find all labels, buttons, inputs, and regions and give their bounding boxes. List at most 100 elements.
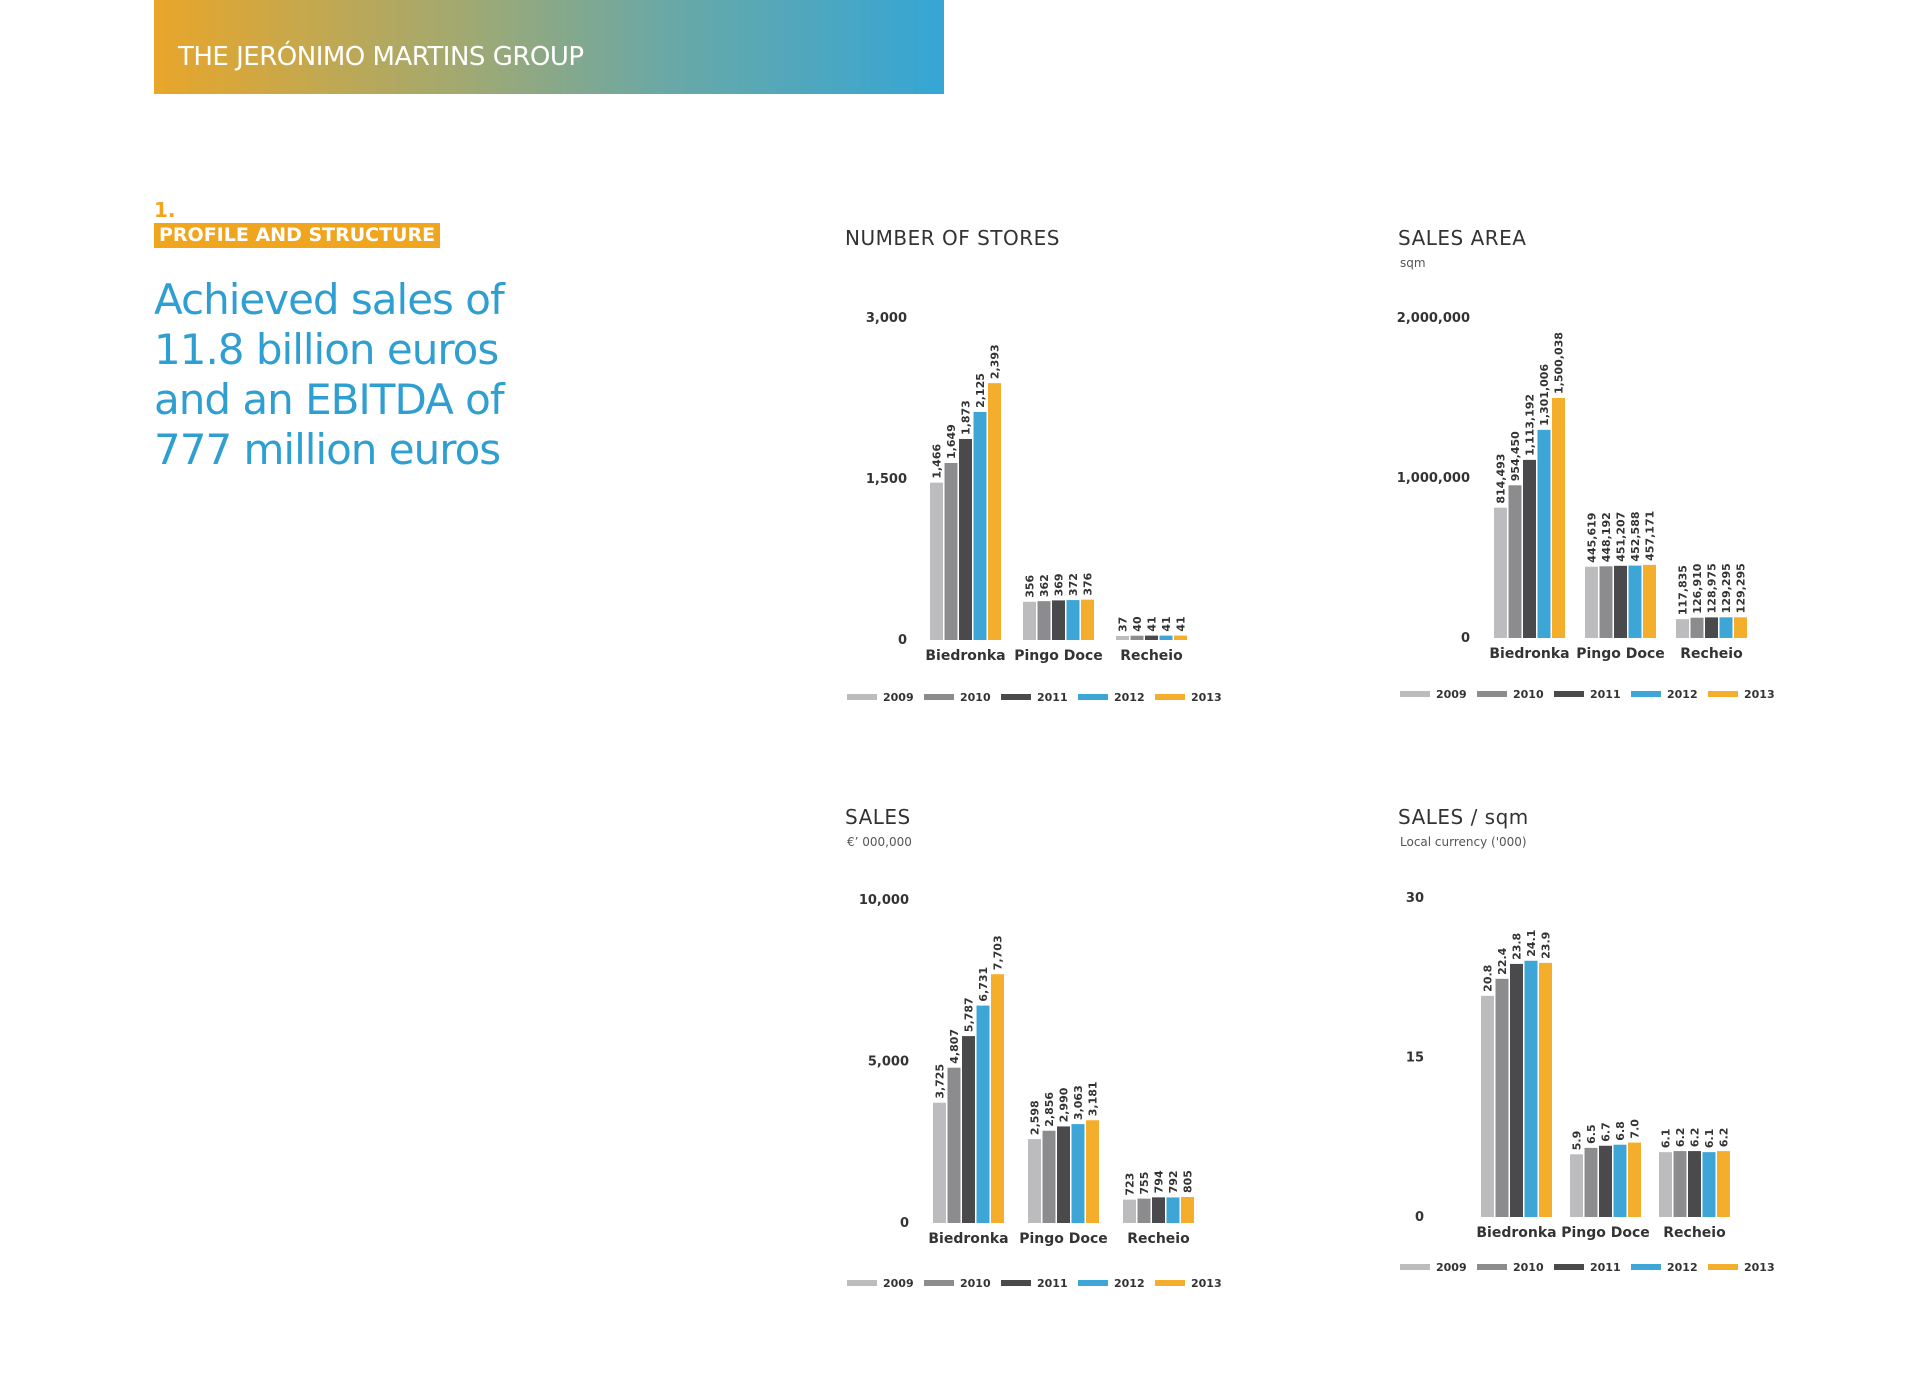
bar	[1690, 617, 1704, 638]
legend-label: 2012	[1114, 1277, 1145, 1290]
legend-swatch	[847, 694, 877, 700]
data-label: 5.9	[1571, 1131, 1584, 1151]
y-tick-label: 10,000	[859, 893, 909, 908]
category-label: Biedronka	[928, 1231, 1008, 1247]
bar	[1673, 1151, 1687, 1217]
legend-swatch	[1001, 694, 1031, 700]
data-label: 6.2	[1689, 1128, 1702, 1148]
bar	[1524, 960, 1538, 1217]
legend-label: 2009	[883, 691, 914, 704]
data-label: 24.1	[1525, 930, 1538, 957]
legend-label: 2010	[960, 691, 991, 704]
data-label: 6.8	[1614, 1121, 1627, 1141]
bar	[1130, 635, 1144, 640]
data-label: 1,649	[945, 424, 958, 459]
data-label: 23.9	[1540, 932, 1553, 959]
bar	[1717, 1151, 1730, 1217]
bar	[1599, 566, 1613, 638]
data-label: 6.2	[1718, 1128, 1731, 1148]
data-label: 7,703	[992, 935, 1005, 970]
headline: Achieved sales of 11.8 billion euros and…	[154, 275, 574, 475]
bar	[1613, 1144, 1627, 1217]
bar	[1705, 617, 1718, 638]
bar	[1539, 962, 1552, 1217]
bar	[976, 1005, 990, 1223]
bar	[1481, 995, 1494, 1217]
chart-title: SALES	[845, 805, 911, 829]
bar	[1719, 617, 1733, 638]
bar	[1510, 963, 1523, 1217]
bar	[1166, 1197, 1180, 1223]
bar	[1028, 1139, 1041, 1223]
bar	[1152, 1197, 1165, 1223]
y-tick-label: 0	[1461, 631, 1470, 646]
legend-label: 2009	[1436, 1261, 1467, 1274]
data-label: 128,975	[1706, 563, 1719, 613]
bar	[944, 463, 958, 640]
bar	[1181, 1196, 1194, 1223]
data-label: 6,731	[977, 967, 990, 1002]
legend-swatch	[1554, 1264, 1584, 1270]
legend-swatch	[1477, 691, 1507, 697]
legend-swatch	[1078, 1280, 1108, 1286]
legend-label: 2009	[883, 1277, 914, 1290]
bar	[947, 1067, 961, 1223]
bar	[1159, 635, 1173, 640]
y-tick-label: 1,000,000	[1397, 471, 1470, 486]
headline-line: 11.8 billion euros	[154, 325, 499, 374]
data-label: 40	[1131, 616, 1144, 632]
data-label: 126,910	[1691, 563, 1704, 613]
legend-label: 2012	[1114, 691, 1145, 704]
legend-swatch	[1631, 1264, 1661, 1270]
data-label: 448,192	[1600, 512, 1613, 562]
data-label: 457,171	[1644, 511, 1657, 561]
legend-label: 2010	[960, 1277, 991, 1290]
data-label: 41	[1175, 616, 1188, 631]
bar	[1552, 397, 1565, 638]
bar	[1145, 635, 1158, 640]
bar	[1628, 565, 1642, 638]
data-label: 6.5	[1585, 1124, 1598, 1144]
data-label: 41	[1160, 616, 1173, 631]
data-label: 22.4	[1496, 947, 1509, 974]
section-label: PROFILE AND STRUCTURE	[154, 223, 441, 248]
data-label: 6.2	[1674, 1128, 1687, 1148]
data-label: 1,113,192	[1524, 394, 1537, 456]
data-label: 129,295	[1720, 563, 1733, 613]
legend-swatch	[847, 1280, 877, 1286]
bar	[930, 482, 943, 640]
data-label: 723	[1124, 1173, 1137, 1196]
data-label: 1,301,006	[1538, 364, 1551, 426]
bar	[1523, 459, 1536, 638]
data-label: 7.0	[1629, 1119, 1642, 1139]
bar	[933, 1102, 946, 1223]
category-label: Biedronka	[925, 648, 1005, 664]
legend-swatch	[1477, 1264, 1507, 1270]
legend-label: 2011	[1590, 1261, 1621, 1274]
bar	[1174, 635, 1187, 640]
data-label: 814,493	[1495, 454, 1508, 504]
legend-label: 2009	[1436, 688, 1467, 701]
category-label: Biedronka	[1476, 1225, 1556, 1241]
bar	[1023, 601, 1036, 640]
bar	[1688, 1151, 1701, 1217]
bar	[1599, 1145, 1612, 1217]
bar	[1123, 1199, 1136, 1223]
category-label: Pingo Doce	[1561, 1225, 1650, 1241]
category-label: Recheio	[1663, 1225, 1726, 1241]
y-tick-label: 3,000	[866, 311, 907, 326]
bar	[1585, 566, 1598, 638]
chart-title: NUMBER OF STORES	[845, 226, 1060, 250]
header-title: THE JERÓNIMO MARTINS GROUP	[178, 42, 584, 72]
bar	[1081, 599, 1094, 640]
chart-subtitle: Local currency ('000)	[1400, 835, 1527, 849]
bar	[1494, 507, 1507, 638]
category-label: Biedronka	[1489, 646, 1569, 662]
data-label: 445,619	[1586, 513, 1599, 563]
data-label: 1,873	[960, 400, 973, 435]
chart-subtitle: sqm	[1400, 256, 1426, 270]
legend-label: 2013	[1191, 691, 1222, 704]
legend-swatch	[924, 1280, 954, 1286]
bar	[1614, 565, 1627, 638]
legend-swatch	[1155, 694, 1185, 700]
